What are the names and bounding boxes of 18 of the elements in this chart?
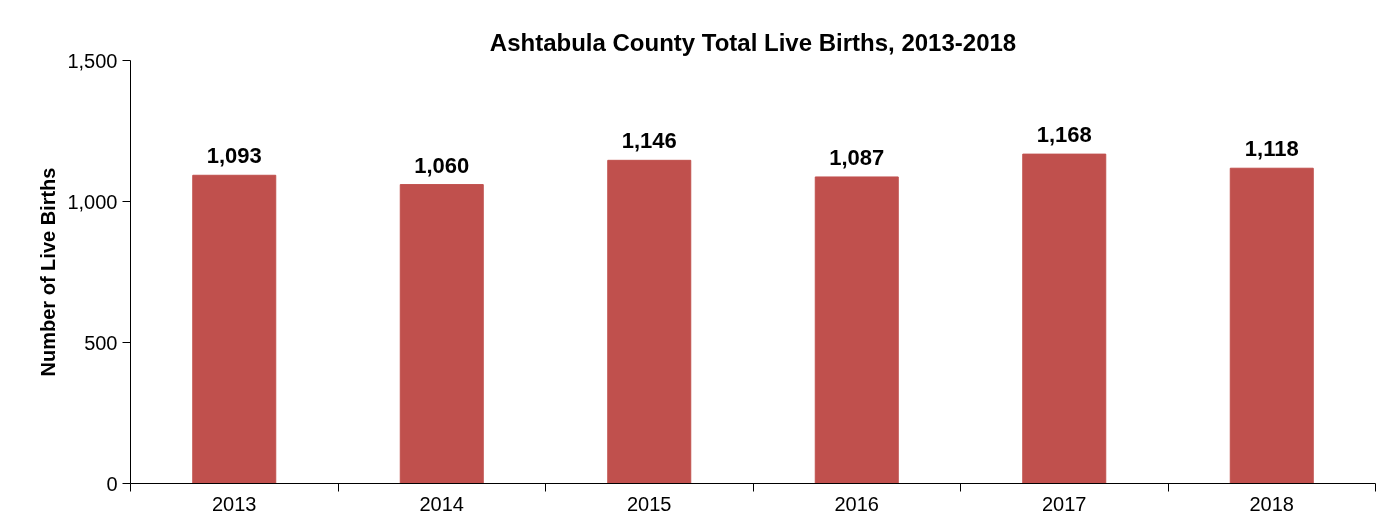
y-axis-title: Number of Live Births — [37, 167, 60, 377]
data-label: 1,093 — [206, 143, 262, 169]
data-label: 1,168 — [1036, 122, 1092, 148]
y-tick-label: 0 — [106, 472, 118, 495]
data-label: 1,146 — [621, 128, 677, 154]
x-tick-label: 2013 — [212, 492, 257, 515]
y-tick-label: 1,500 — [67, 49, 118, 72]
x-tick-label: 2014 — [419, 492, 464, 515]
data-label: 1,060 — [414, 152, 470, 178]
x-tick-label: 2015 — [627, 492, 672, 515]
y-tick-label: 1,000 — [67, 190, 118, 213]
x-tick-label: 2017 — [1042, 492, 1087, 515]
y-tick-label: 500 — [84, 331, 118, 354]
data-label: 1,118 — [1244, 136, 1299, 162]
chart-title: Ashtabula County Total Live Births, 2013-2018 — [489, 28, 1017, 56]
x-tick-label: 2016 — [834, 492, 879, 515]
x-tick-label: 2018 — [1249, 492, 1294, 515]
data-label: 1,087 — [829, 144, 885, 170]
